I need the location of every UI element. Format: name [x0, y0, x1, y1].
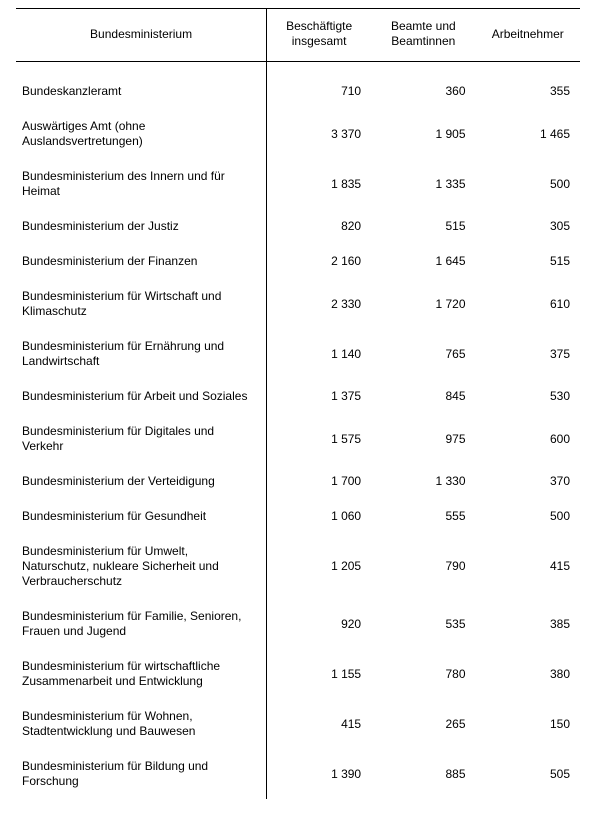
cell-beamte: 555 [371, 499, 475, 534]
table-row: Bundesministerium für Gesundheit1 060555… [16, 499, 580, 534]
cell-name: Bundesministerium für wirtschaftliche Zu… [16, 649, 267, 699]
cell-beamte: 535 [371, 599, 475, 649]
cell-arbeit: 505 [476, 749, 580, 799]
ministries-table: Bundesministerium Beschäftigte insgesamt… [16, 8, 580, 799]
cell-total: 1 390 [267, 749, 371, 799]
cell-name: Bundesministerium für Umwelt, Naturschut… [16, 534, 267, 599]
cell-name: Bundesministerium für Gesundheit [16, 499, 267, 534]
cell-total: 1 835 [267, 159, 371, 209]
table-row: Bundesministerium für Bildung und Forsch… [16, 749, 580, 799]
table-row: Auswärtiges Amt (ohne Auslandsvertretung… [16, 109, 580, 159]
col-header-beamte: Beamte und Beamtinnen [371, 9, 475, 62]
table-row: Bundeskanzleramt710360355 [16, 74, 580, 109]
cell-name: Bundesministerium der Finanzen [16, 244, 267, 279]
cell-beamte: 265 [371, 699, 475, 749]
cell-total: 1 700 [267, 464, 371, 499]
cell-beamte: 975 [371, 414, 475, 464]
cell-beamte: 765 [371, 329, 475, 379]
table-row: Bundesministerium der Justiz820515305 [16, 209, 580, 244]
cell-arbeit: 150 [476, 699, 580, 749]
cell-total: 1 060 [267, 499, 371, 534]
cell-name: Bundesministerium für Arbeit und Soziale… [16, 379, 267, 414]
table-row: Bundesministerium für Ernährung und Land… [16, 329, 580, 379]
table-row: Bundesministerium der Verteidigung1 7001… [16, 464, 580, 499]
cell-arbeit: 600 [476, 414, 580, 464]
col-header-arbeit: Arbeitnehmer [476, 9, 580, 62]
cell-beamte: 1 905 [371, 109, 475, 159]
cell-beamte: 1 720 [371, 279, 475, 329]
table-row: Bundesministerium für Wohnen, Stadtentwi… [16, 699, 580, 749]
cell-arbeit: 375 [476, 329, 580, 379]
cell-beamte: 780 [371, 649, 475, 699]
cell-name: Bundesministerium für Digitales und Verk… [16, 414, 267, 464]
cell-total: 1 140 [267, 329, 371, 379]
cell-name: Bundesministerium des Innern und für Hei… [16, 159, 267, 209]
cell-total: 1 205 [267, 534, 371, 599]
table-row: Bundesministerium für wirtschaftliche Zu… [16, 649, 580, 699]
cell-total: 3 370 [267, 109, 371, 159]
cell-arbeit: 1 465 [476, 109, 580, 159]
cell-arbeit: 355 [476, 74, 580, 109]
cell-name: Bundesministerium für Wohnen, Stadtentwi… [16, 699, 267, 749]
cell-arbeit: 530 [476, 379, 580, 414]
spacer-row [16, 62, 580, 75]
cell-beamte: 1 330 [371, 464, 475, 499]
table-container: Bundesministerium Beschäftigte insgesamt… [0, 0, 596, 819]
cell-beamte: 360 [371, 74, 475, 109]
cell-arbeit: 380 [476, 649, 580, 699]
cell-arbeit: 500 [476, 159, 580, 209]
cell-name: Bundesministerium für Bildung und Forsch… [16, 749, 267, 799]
cell-beamte: 515 [371, 209, 475, 244]
cell-arbeit: 415 [476, 534, 580, 599]
cell-name: Bundesministerium für Wirtschaft und Kli… [16, 279, 267, 329]
cell-arbeit: 500 [476, 499, 580, 534]
table-row: Bundesministerium der Finanzen2 1601 645… [16, 244, 580, 279]
cell-beamte: 1 645 [371, 244, 475, 279]
col-header-name: Bundesministerium [16, 9, 267, 62]
cell-total: 710 [267, 74, 371, 109]
col-header-total: Beschäftigte insgesamt [267, 9, 371, 62]
cell-name: Bundesministerium für Ernährung und Land… [16, 329, 267, 379]
cell-arbeit: 610 [476, 279, 580, 329]
cell-total: 1 575 [267, 414, 371, 464]
cell-total: 2 330 [267, 279, 371, 329]
cell-total: 820 [267, 209, 371, 244]
cell-beamte: 845 [371, 379, 475, 414]
cell-total: 920 [267, 599, 371, 649]
table-row: Bundesministerium für Umwelt, Naturschut… [16, 534, 580, 599]
table-row: Bundesministerium für Familie, Senioren,… [16, 599, 580, 649]
cell-arbeit: 370 [476, 464, 580, 499]
cell-total: 1 155 [267, 649, 371, 699]
cell-total: 1 375 [267, 379, 371, 414]
cell-name: Bundesministerium der Verteidigung [16, 464, 267, 499]
cell-total: 415 [267, 699, 371, 749]
cell-beamte: 790 [371, 534, 475, 599]
cell-name: Bundesministerium für Familie, Senioren,… [16, 599, 267, 649]
table-header-row: Bundesministerium Beschäftigte insgesamt… [16, 9, 580, 62]
table-row: Bundesministerium für Arbeit und Soziale… [16, 379, 580, 414]
cell-name: Bundeskanzleramt [16, 74, 267, 109]
table-row: Bundesministerium für Digitales und Verk… [16, 414, 580, 464]
cell-total: 2 160 [267, 244, 371, 279]
table-row: Bundesministerium für Wirtschaft und Kli… [16, 279, 580, 329]
cell-beamte: 885 [371, 749, 475, 799]
cell-beamte: 1 335 [371, 159, 475, 209]
cell-arbeit: 515 [476, 244, 580, 279]
table-row: Bundesministerium des Innern und für Hei… [16, 159, 580, 209]
cell-arbeit: 385 [476, 599, 580, 649]
cell-name: Auswärtiges Amt (ohne Auslandsvertretung… [16, 109, 267, 159]
cell-name: Bundesministerium der Justiz [16, 209, 267, 244]
cell-arbeit: 305 [476, 209, 580, 244]
